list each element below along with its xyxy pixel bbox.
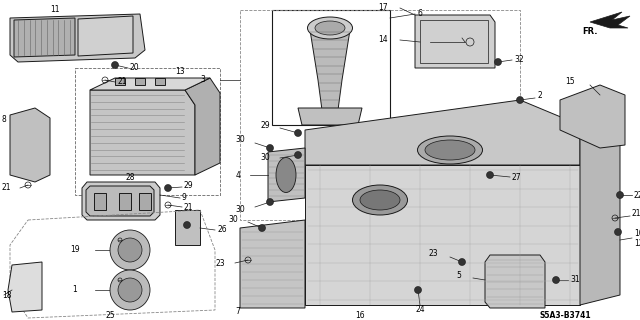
Text: 7: 7 bbox=[236, 308, 241, 316]
Text: 13: 13 bbox=[175, 68, 184, 76]
Circle shape bbox=[415, 286, 422, 293]
Polygon shape bbox=[298, 108, 362, 125]
Text: 25: 25 bbox=[105, 310, 115, 319]
Polygon shape bbox=[90, 90, 195, 175]
Circle shape bbox=[616, 191, 623, 198]
Polygon shape bbox=[415, 15, 495, 68]
Polygon shape bbox=[310, 30, 350, 110]
Circle shape bbox=[552, 276, 559, 284]
Circle shape bbox=[516, 97, 524, 103]
Polygon shape bbox=[90, 78, 210, 90]
Polygon shape bbox=[305, 100, 580, 165]
Circle shape bbox=[111, 61, 118, 68]
Circle shape bbox=[164, 185, 172, 191]
Ellipse shape bbox=[417, 136, 483, 164]
Text: 14: 14 bbox=[378, 36, 388, 44]
Text: 30: 30 bbox=[236, 135, 245, 145]
Circle shape bbox=[118, 278, 142, 302]
Text: 11: 11 bbox=[51, 5, 60, 14]
Polygon shape bbox=[185, 78, 220, 175]
Text: 21: 21 bbox=[632, 209, 640, 218]
Circle shape bbox=[118, 238, 142, 262]
Ellipse shape bbox=[307, 17, 353, 39]
Circle shape bbox=[259, 225, 266, 231]
Circle shape bbox=[294, 130, 301, 137]
Polygon shape bbox=[14, 18, 75, 57]
Text: 8: 8 bbox=[2, 116, 7, 124]
Ellipse shape bbox=[276, 157, 296, 193]
Text: 17: 17 bbox=[378, 3, 388, 12]
Polygon shape bbox=[8, 262, 42, 312]
Polygon shape bbox=[590, 12, 630, 28]
Polygon shape bbox=[10, 108, 50, 182]
Text: 12: 12 bbox=[634, 238, 640, 247]
Circle shape bbox=[294, 151, 301, 158]
Polygon shape bbox=[119, 193, 131, 210]
Text: 16: 16 bbox=[355, 311, 365, 320]
Polygon shape bbox=[305, 165, 580, 305]
Polygon shape bbox=[10, 14, 145, 62]
Text: 3: 3 bbox=[200, 76, 205, 84]
Text: 29: 29 bbox=[260, 121, 270, 130]
Ellipse shape bbox=[360, 190, 400, 210]
Circle shape bbox=[266, 198, 273, 205]
Circle shape bbox=[266, 145, 273, 151]
Polygon shape bbox=[135, 78, 145, 85]
Circle shape bbox=[110, 270, 150, 310]
Polygon shape bbox=[155, 78, 165, 85]
Text: 23: 23 bbox=[428, 250, 438, 259]
Text: 10: 10 bbox=[634, 229, 640, 238]
Text: FR.: FR. bbox=[582, 28, 598, 36]
Text: 32: 32 bbox=[514, 55, 524, 65]
Text: 31: 31 bbox=[570, 276, 580, 284]
Polygon shape bbox=[115, 78, 125, 85]
Polygon shape bbox=[94, 193, 106, 210]
Polygon shape bbox=[82, 182, 160, 220]
Polygon shape bbox=[86, 186, 154, 216]
Circle shape bbox=[110, 230, 150, 270]
Ellipse shape bbox=[315, 21, 345, 35]
Text: 21: 21 bbox=[1, 183, 11, 193]
Circle shape bbox=[458, 259, 465, 266]
Text: 21: 21 bbox=[184, 203, 193, 212]
Text: 29: 29 bbox=[184, 180, 194, 189]
Text: 6: 6 bbox=[417, 10, 422, 19]
Text: 20: 20 bbox=[130, 63, 140, 73]
Polygon shape bbox=[139, 193, 151, 210]
Text: 24: 24 bbox=[415, 306, 425, 315]
Polygon shape bbox=[240, 220, 305, 308]
Text: 1: 1 bbox=[72, 285, 77, 294]
Text: 30: 30 bbox=[228, 214, 238, 223]
Text: S5A3-B3741: S5A3-B3741 bbox=[539, 310, 591, 319]
Polygon shape bbox=[78, 16, 133, 56]
Text: 23: 23 bbox=[216, 259, 225, 268]
Ellipse shape bbox=[425, 140, 475, 160]
Circle shape bbox=[486, 172, 493, 179]
Text: 27: 27 bbox=[512, 172, 522, 181]
Text: 2: 2 bbox=[537, 92, 541, 100]
Circle shape bbox=[495, 59, 502, 66]
Text: 30: 30 bbox=[260, 154, 270, 163]
Text: 26: 26 bbox=[217, 226, 227, 235]
Text: 4: 4 bbox=[235, 171, 240, 180]
Text: 21: 21 bbox=[117, 77, 127, 86]
Circle shape bbox=[614, 228, 621, 236]
Text: 30: 30 bbox=[236, 205, 245, 214]
Text: 28: 28 bbox=[125, 173, 135, 182]
Polygon shape bbox=[580, 125, 620, 305]
Polygon shape bbox=[560, 85, 625, 148]
Text: 18: 18 bbox=[2, 291, 12, 300]
Text: 15: 15 bbox=[565, 77, 575, 86]
Ellipse shape bbox=[353, 185, 408, 215]
Polygon shape bbox=[268, 148, 305, 202]
Text: 5: 5 bbox=[456, 271, 461, 281]
Polygon shape bbox=[175, 210, 200, 245]
Text: 19: 19 bbox=[70, 245, 80, 254]
Text: 22: 22 bbox=[634, 190, 640, 199]
Text: 9: 9 bbox=[182, 194, 187, 203]
Circle shape bbox=[184, 221, 191, 228]
Polygon shape bbox=[485, 255, 545, 308]
